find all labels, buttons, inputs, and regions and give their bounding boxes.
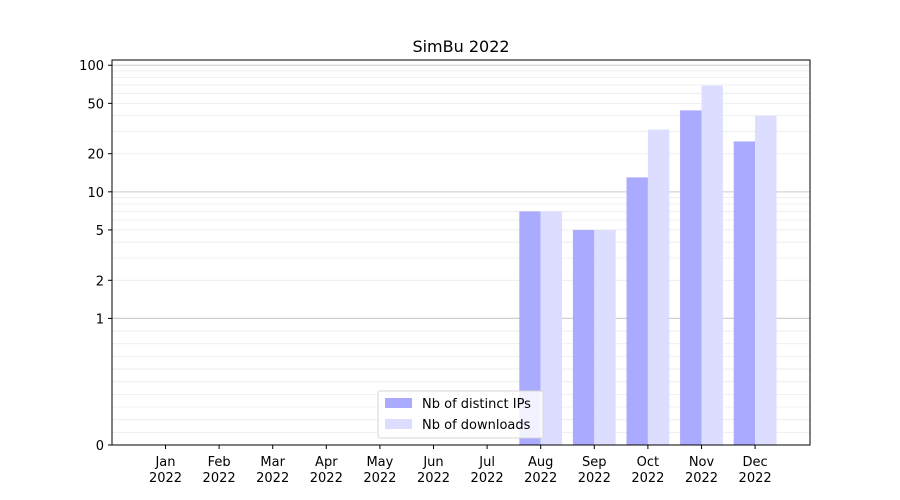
- y-tick-label: 10: [87, 186, 104, 201]
- x-tick-label: Jan 2022: [149, 455, 182, 486]
- x-tick-label: Feb 2022: [203, 455, 236, 486]
- y-tick-label: 5: [96, 224, 104, 239]
- bar-downloads: [701, 85, 723, 445]
- y-tick-label: 50: [87, 97, 104, 112]
- legend-label: Nb of distinct IPs: [422, 397, 531, 412]
- bar-downloads: [647, 129, 670, 445]
- x-tick-label: Dec 2022: [739, 455, 772, 486]
- bar-downloads: [755, 115, 777, 445]
- legend-label: Nb of downloads: [422, 418, 531, 433]
- x-tick-label: Nov 2022: [685, 455, 718, 486]
- x-tick-label: May 2022: [363, 455, 396, 486]
- bar-distinct-ips: [680, 110, 702, 445]
- x-tick-label: Oct 2022: [631, 455, 664, 486]
- x-tick-label: Apr 2022: [310, 455, 343, 486]
- y-tick-label: 2: [96, 274, 104, 289]
- bar-distinct-ips: [733, 141, 756, 445]
- x-tick-label: Aug 2022: [524, 455, 557, 486]
- y-axis-ticks: 0 1 2 5 10 20 50 100: [79, 59, 112, 454]
- plot-frame: [111, 59, 811, 446]
- x-tick-label: Mar 2022: [256, 455, 289, 486]
- y-tick-label: 20: [87, 148, 104, 163]
- legend: Nb of distinct IPs Nb of downloads: [377, 390, 544, 439]
- bar-distinct-ips: [572, 229, 595, 445]
- bar-downloads: [540, 211, 563, 445]
- bars: [519, 85, 777, 446]
- y-tick-label: 1: [96, 312, 104, 327]
- legend-swatch: [385, 398, 412, 408]
- chart-title: SimBu 2022: [412, 37, 509, 56]
- bar-distinct-ips: [626, 177, 648, 446]
- y-tick-label: 100: [79, 59, 104, 74]
- x-tick-label: Jul 2022: [471, 455, 504, 486]
- x-tick-label: Jun 2022: [417, 455, 450, 486]
- bar-downloads: [594, 229, 616, 445]
- x-axis-ticks: Jan 2022 Feb 2022 Mar 2022 Apr 2022 May 2022 Jun 20…: [149, 445, 772, 486]
- y-tick-label: 0: [96, 439, 104, 454]
- legend-box: [377, 390, 544, 439]
- bar-distinct-ips: [519, 211, 541, 445]
- legend-swatch: [385, 419, 412, 429]
- x-tick-label: Sep 2022: [578, 455, 611, 486]
